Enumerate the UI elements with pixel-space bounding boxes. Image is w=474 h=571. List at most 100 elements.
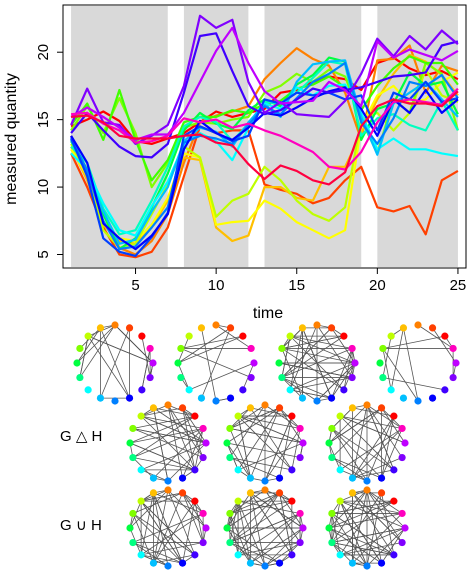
network-node bbox=[275, 359, 283, 367]
network-node bbox=[178, 489, 187, 497]
network-edge bbox=[215, 324, 252, 349]
network-edge bbox=[264, 404, 301, 429]
network-node bbox=[288, 466, 296, 474]
network-edge bbox=[237, 416, 251, 479]
network-edge bbox=[141, 492, 183, 502]
network-edge bbox=[432, 327, 457, 364]
network-node bbox=[138, 386, 146, 394]
network-edge bbox=[229, 542, 266, 567]
network-node bbox=[296, 509, 304, 518]
network-node bbox=[226, 324, 235, 332]
time-series-plot: 5 10 15 20 25 5 10 15 20 time measured quantity bbox=[3, 4, 467, 322]
network-edge bbox=[132, 415, 195, 429]
network-node bbox=[177, 373, 185, 382]
network-node bbox=[84, 332, 92, 340]
network-edge bbox=[229, 501, 239, 543]
network-edge bbox=[182, 407, 207, 444]
network-edge bbox=[237, 407, 280, 471]
network-node bbox=[226, 538, 234, 547]
network-node bbox=[428, 394, 437, 402]
network-node bbox=[377, 474, 386, 482]
network-node bbox=[185, 332, 193, 340]
network-node bbox=[126, 524, 134, 532]
network-node bbox=[398, 509, 406, 518]
network-node bbox=[376, 359, 384, 367]
network-edge bbox=[237, 492, 280, 556]
network-node bbox=[84, 386, 92, 394]
network-node bbox=[348, 404, 357, 412]
network-edge bbox=[153, 500, 196, 564]
network-node bbox=[239, 332, 247, 340]
network-edge bbox=[226, 527, 251, 564]
network-edge bbox=[237, 442, 304, 471]
network-node bbox=[234, 497, 242, 505]
network-edge bbox=[281, 327, 332, 378]
network-node bbox=[348, 559, 357, 567]
network-node bbox=[111, 321, 119, 329]
network-edge bbox=[182, 501, 196, 564]
network-node bbox=[379, 344, 387, 353]
network-node bbox=[185, 386, 193, 394]
network-node bbox=[246, 474, 255, 482]
network-node bbox=[146, 344, 154, 353]
network-node bbox=[137, 466, 145, 474]
network-edge bbox=[328, 513, 403, 529]
network-node bbox=[441, 386, 449, 394]
network-node bbox=[234, 551, 242, 559]
network-node bbox=[286, 332, 294, 340]
network-node bbox=[137, 551, 145, 559]
network-edge bbox=[281, 335, 345, 378]
network-panel bbox=[126, 401, 210, 485]
network-node bbox=[299, 524, 307, 532]
network-edge bbox=[180, 348, 252, 378]
network-node bbox=[275, 559, 284, 567]
network-edge bbox=[238, 415, 301, 429]
network-node bbox=[288, 551, 296, 559]
network-edge bbox=[132, 457, 195, 471]
network-node bbox=[387, 386, 395, 394]
network-edge bbox=[331, 513, 395, 556]
network-edge bbox=[140, 415, 207, 444]
network-node bbox=[96, 394, 105, 402]
network-node bbox=[149, 474, 158, 482]
network-node bbox=[313, 397, 321, 405]
x-tick-label: 15 bbox=[288, 277, 305, 294]
network-edge bbox=[87, 335, 130, 399]
network-edge bbox=[132, 415, 196, 458]
network-panel bbox=[174, 321, 258, 405]
network-edge bbox=[153, 407, 195, 417]
network-node bbox=[278, 373, 286, 382]
network-node bbox=[327, 394, 336, 402]
network-panel bbox=[223, 401, 307, 485]
network-node bbox=[226, 424, 234, 433]
axes: 5 10 15 20 25 5 10 15 20 bbox=[35, 44, 466, 294]
network-node bbox=[250, 359, 258, 367]
network-node bbox=[351, 359, 359, 367]
network-node bbox=[191, 497, 199, 505]
network-node bbox=[149, 489, 158, 497]
network-node bbox=[125, 324, 134, 332]
network-node bbox=[348, 373, 356, 382]
network-node bbox=[197, 324, 206, 332]
network-node bbox=[146, 373, 154, 382]
network-edge bbox=[366, 489, 403, 543]
network-edge bbox=[250, 407, 293, 471]
network-edge bbox=[238, 500, 301, 514]
network-edge bbox=[140, 500, 183, 564]
network-node bbox=[246, 559, 255, 567]
network-node bbox=[125, 394, 134, 402]
network-edge bbox=[290, 335, 353, 349]
network-edge bbox=[226, 492, 251, 529]
network-edge bbox=[290, 389, 332, 399]
network-edge bbox=[182, 428, 204, 479]
network-panels bbox=[73, 321, 460, 570]
network-node bbox=[275, 489, 284, 497]
network-edge bbox=[141, 348, 151, 390]
series-line bbox=[70, 71, 459, 243]
network-edge bbox=[153, 489, 169, 564]
network-edge bbox=[226, 407, 280, 444]
network-edge bbox=[403, 327, 419, 402]
x-tick-label: 5 bbox=[131, 277, 139, 294]
network-node bbox=[212, 321, 220, 329]
network-node bbox=[164, 486, 172, 494]
